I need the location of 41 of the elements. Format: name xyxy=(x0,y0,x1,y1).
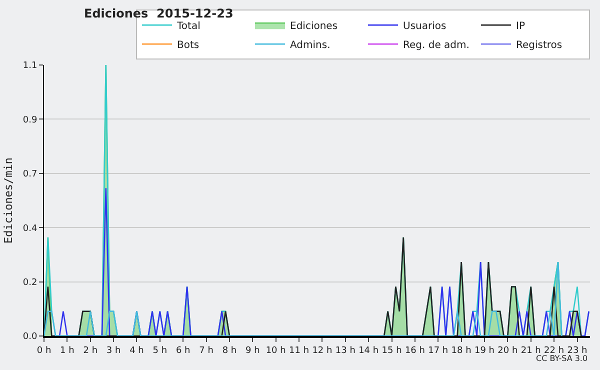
x-tick-label: 17 h xyxy=(428,346,448,356)
x-tick-label: 3 h xyxy=(106,346,121,356)
legend-label: Usuarios xyxy=(403,20,446,32)
y-tick-label: 0.4 xyxy=(22,224,38,234)
x-tick-label: 21 h xyxy=(520,346,541,356)
text: CC BY-SA 3.0 xyxy=(536,354,588,363)
x-tick-label: 23 h xyxy=(567,346,588,356)
x-tick-label: 8 h xyxy=(222,346,237,356)
y-tick-label: 1.1 xyxy=(22,61,38,72)
x-tick-label: 11 h xyxy=(289,346,310,356)
y-tick-label: 0.2 xyxy=(22,278,38,288)
x-tick-label: 6 h xyxy=(176,346,190,356)
x-tick-label: 1 h xyxy=(60,346,74,356)
x-tick-label: 9 h xyxy=(246,346,260,356)
x-tick-label: 4 h xyxy=(130,346,144,356)
legend-label: Registros xyxy=(516,40,562,51)
x-tick-label: 18 h xyxy=(451,346,472,356)
x-tick-label: 7 h xyxy=(199,346,214,356)
legend-label: Ediciones xyxy=(290,20,338,32)
x-tick-label: 20 h xyxy=(498,346,518,356)
y-tick-label: 0.7 xyxy=(22,170,38,180)
x-tick-label: 5 h xyxy=(152,346,168,356)
y-tick-label: 0.9 xyxy=(22,115,38,126)
x-tick-label: 16 h xyxy=(404,346,425,356)
legend-label: Bots xyxy=(177,40,200,51)
x-tick-label: 12 h xyxy=(312,346,332,356)
x-tick-label: 15 h xyxy=(382,346,402,356)
chart-title: Ediciones 2015-12-23 xyxy=(84,6,234,21)
y-tick-label: 0.0 xyxy=(22,332,38,342)
legend-label: Reg. de adm. xyxy=(403,40,470,51)
x-tick-label: 22 h xyxy=(544,346,564,356)
x-tick-label: 0 h xyxy=(36,346,52,356)
x-tick-label: 14 h xyxy=(358,346,379,356)
legend-label: Total xyxy=(176,20,200,32)
x-tick-label: 19 h xyxy=(474,346,495,356)
x-tick-label: 2 h xyxy=(83,346,98,356)
legend-label: IP xyxy=(516,20,525,32)
x-tick-label: 13 h xyxy=(335,346,356,356)
x-tick-label: 10 h xyxy=(266,346,286,356)
legend-label: Admins. xyxy=(290,40,330,51)
y-axis-title: Ediciones/min xyxy=(2,157,15,244)
